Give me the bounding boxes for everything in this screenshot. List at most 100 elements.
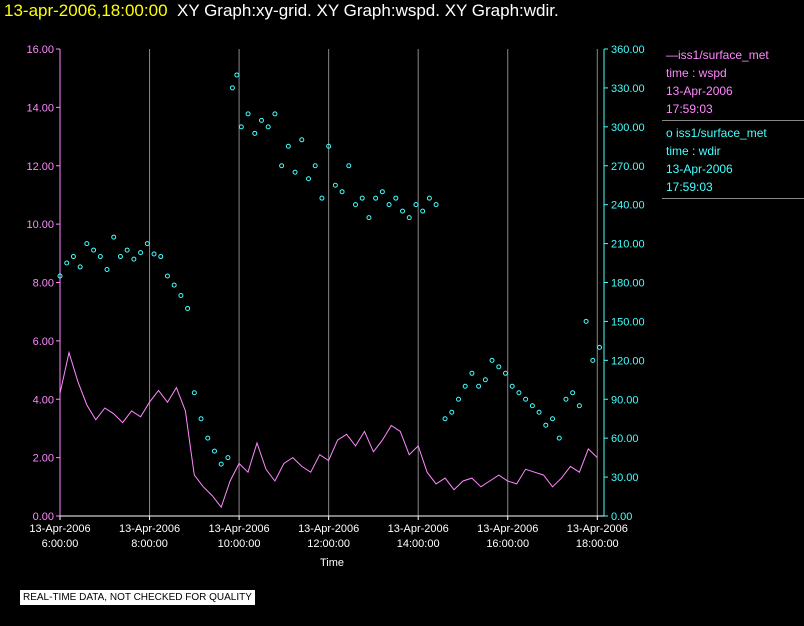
data-point-wdir bbox=[144, 241, 150, 247]
x-tick-label: 13-Apr-2006 bbox=[298, 523, 359, 535]
y-right-tick-label: 90.00 bbox=[611, 394, 639, 406]
data-point-wdir bbox=[543, 422, 549, 428]
data-point-wdir bbox=[205, 435, 211, 441]
legend-variable: time : wspd bbox=[666, 66, 727, 80]
data-point-wdir bbox=[117, 254, 123, 260]
data-point-wdir bbox=[164, 273, 170, 279]
data-point-wdir bbox=[198, 416, 204, 422]
x-tick-label: 10:00:00 bbox=[218, 538, 261, 550]
data-point-wdir bbox=[590, 357, 596, 363]
x-tick-label: 13-Apr-2006 bbox=[29, 523, 90, 535]
data-point-wdir bbox=[151, 251, 157, 257]
data-point-wdir bbox=[299, 137, 305, 143]
data-point-wdir bbox=[406, 215, 412, 221]
legend-variable: time : wdir bbox=[666, 144, 721, 158]
data-point-wdir bbox=[131, 256, 137, 262]
legend-time: 17:59:03 bbox=[666, 180, 713, 194]
data-point-wdir bbox=[400, 208, 406, 214]
data-point-wdir bbox=[529, 403, 535, 409]
x-tick-label: 13-Apr-2006 bbox=[477, 523, 538, 535]
y-right-tick-label: 210.00 bbox=[611, 239, 645, 251]
legend-divider bbox=[662, 198, 804, 199]
x-tick-label: 16:00:00 bbox=[486, 538, 529, 550]
data-point-wdir bbox=[339, 189, 345, 195]
y-right-tick-label: 300.00 bbox=[611, 122, 645, 134]
legend-entry-wdir: o iss1/surface_met time : wdir 13-Apr-20… bbox=[662, 124, 804, 196]
data-point-wdir bbox=[272, 111, 278, 117]
data-point-wdir bbox=[523, 396, 529, 402]
y-right-tick-label: 30.00 bbox=[611, 472, 639, 484]
data-point-wdir bbox=[178, 292, 184, 298]
x-axis-label: Time bbox=[320, 557, 344, 569]
data-point-wdir bbox=[285, 143, 291, 149]
y-right-tick-label: 0.00 bbox=[611, 511, 632, 523]
y-right-tick-label: 270.00 bbox=[611, 161, 645, 173]
data-point-wdir bbox=[482, 377, 488, 383]
data-point-wdir bbox=[550, 416, 556, 422]
data-point-wdir bbox=[476, 383, 482, 389]
data-point-wdir bbox=[442, 416, 448, 422]
data-point-wdir bbox=[509, 383, 515, 389]
data-point-wdir bbox=[462, 383, 468, 389]
data-point-wdir bbox=[229, 85, 235, 91]
x-tick-label: 13-Apr-2006 bbox=[119, 523, 180, 535]
y-right-tick-label: 330.00 bbox=[611, 83, 645, 95]
legend-divider bbox=[662, 120, 804, 121]
data-point-wdir bbox=[346, 163, 352, 169]
y-left-tick-label: 0.00 bbox=[33, 511, 54, 523]
legend-date: 13-Apr-2006 bbox=[666, 162, 733, 176]
x-tick-label: 14:00:00 bbox=[397, 538, 440, 550]
legend-entry-wspd: —iss1/surface_met time : wspd 13-Apr-200… bbox=[662, 46, 804, 118]
title-graphs: XY Graph:xy-grid. XY Graph:wspd. XY Grap… bbox=[176, 1, 559, 20]
x-tick-label: 13-Apr-2006 bbox=[209, 523, 270, 535]
y-left-tick-label: 8.00 bbox=[33, 278, 54, 290]
data-point-wdir bbox=[319, 195, 325, 201]
data-point-wdir bbox=[158, 254, 164, 260]
data-point-wdir bbox=[576, 403, 582, 409]
x-tick-label: 6:00:00 bbox=[42, 538, 79, 550]
legend-source: —iss1/surface_met bbox=[666, 48, 769, 62]
data-point-wdir bbox=[426, 195, 432, 201]
data-point-wdir bbox=[563, 396, 569, 402]
data-point-wdir bbox=[373, 195, 379, 201]
data-point-wdir bbox=[516, 390, 522, 396]
data-point-wdir bbox=[366, 215, 372, 221]
y-right-tick-label: 150.00 bbox=[611, 316, 645, 328]
data-point-wdir bbox=[171, 282, 177, 288]
x-tick-label: 8:00:00 bbox=[131, 538, 168, 550]
data-point-wdir bbox=[536, 409, 542, 415]
title-timestamp: 13-apr-2006,18:00:00 bbox=[4, 1, 168, 20]
data-point-wdir bbox=[413, 202, 419, 208]
y-left-tick-label: 4.00 bbox=[33, 394, 54, 406]
data-point-wdir bbox=[386, 202, 392, 208]
data-point-wdir bbox=[84, 241, 90, 247]
y-right-tick-label: 60.00 bbox=[611, 433, 639, 445]
data-point-wdir bbox=[91, 247, 97, 253]
data-point-wdir bbox=[433, 202, 439, 208]
data-point-wdir bbox=[489, 357, 495, 363]
data-point-wdir bbox=[218, 461, 224, 467]
data-point-wdir bbox=[353, 202, 359, 208]
x-tick-label: 13-Apr-2006 bbox=[388, 523, 449, 535]
y-left-tick-label: 2.00 bbox=[33, 453, 54, 465]
data-point-wdir bbox=[597, 344, 603, 350]
data-point-wdir bbox=[124, 247, 130, 253]
y-left-tick-label: 14.00 bbox=[26, 102, 54, 114]
y-right-tick-label: 120.00 bbox=[611, 355, 645, 367]
y-right-tick-label: 180.00 bbox=[611, 278, 645, 290]
data-point-wdir bbox=[312, 163, 318, 169]
data-point-wdir bbox=[211, 448, 217, 454]
data-point-wdir bbox=[359, 195, 365, 201]
legend-source: o iss1/surface_met bbox=[666, 126, 767, 140]
x-tick-label: 18:00:00 bbox=[576, 538, 619, 550]
data-point-wdir bbox=[252, 130, 258, 136]
series-line-wspd bbox=[59, 350, 598, 509]
data-point-wdir bbox=[449, 409, 455, 415]
data-point-wdir bbox=[496, 364, 502, 370]
data-point-wdir bbox=[420, 208, 426, 214]
data-point-wdir bbox=[70, 254, 76, 260]
data-point-wdir bbox=[245, 111, 251, 117]
legend-time: 17:59:03 bbox=[666, 102, 713, 116]
data-point-wdir bbox=[305, 176, 311, 182]
